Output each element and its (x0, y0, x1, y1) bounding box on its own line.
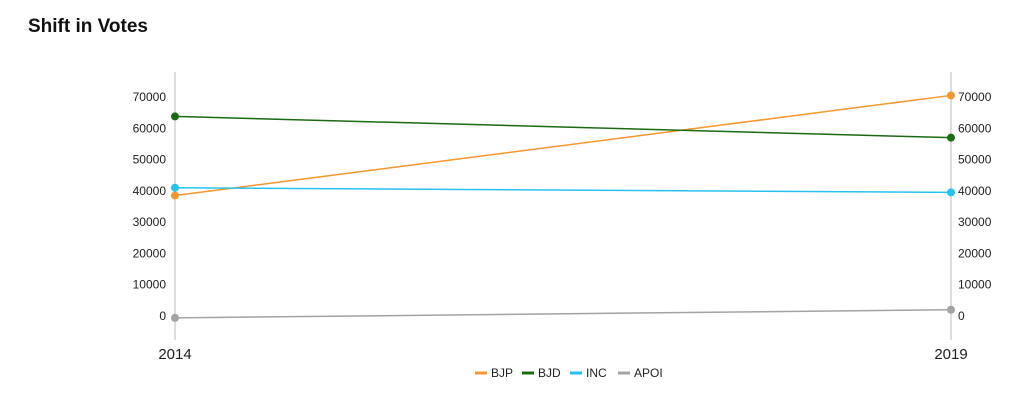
y-tick-label-left: 60000 (133, 121, 167, 135)
y-tick-label-left: 20000 (133, 246, 167, 260)
y-tick-label-right: 20000 (958, 246, 992, 260)
legend-label-bjp: BJP (491, 366, 513, 380)
y-tick-label-right: 10000 (958, 278, 992, 292)
y-tick-label-left: 30000 (133, 215, 167, 229)
x-tick-label: 2019 (934, 346, 967, 363)
data-point-apoi (171, 313, 179, 322)
data-point-apoi (947, 305, 955, 314)
series-line-apoi (174, 308, 952, 319)
data-point-bjp (947, 91, 955, 100)
y-tick-label-right: 50000 (958, 153, 992, 167)
y-tick-label-left: 0 (159, 309, 166, 323)
legend-label-inc: INC (586, 366, 607, 380)
y-tick-label-right: 30000 (958, 215, 992, 229)
data-point-bjp (171, 191, 179, 200)
data-point-inc (171, 183, 179, 192)
data-point-bjd (947, 133, 955, 142)
data-point-bjd (171, 112, 179, 121)
chart-title: Shift in Votes (28, 16, 148, 37)
y-tick-label-right: 70000 (958, 90, 992, 104)
legend-label-apoi: APOI (634, 366, 663, 380)
y-tick-label-right: 40000 (958, 184, 992, 198)
series-line-bjd (174, 115, 952, 139)
x-tick-label: 2014 (158, 346, 191, 363)
y-tick-label-right: 60000 (958, 121, 992, 135)
y-tick-label-left: 10000 (133, 278, 167, 292)
legend-label-bjd: BJD (538, 366, 561, 380)
y-tick-label-left: 70000 (133, 90, 167, 104)
series-line-bjp (174, 94, 952, 197)
data-point-inc (947, 188, 955, 197)
series-line-inc (174, 186, 952, 194)
y-tick-label-right: 0 (958, 309, 965, 323)
y-tick-label-left: 40000 (133, 184, 167, 198)
y-tick-label-left: 50000 (133, 153, 167, 167)
